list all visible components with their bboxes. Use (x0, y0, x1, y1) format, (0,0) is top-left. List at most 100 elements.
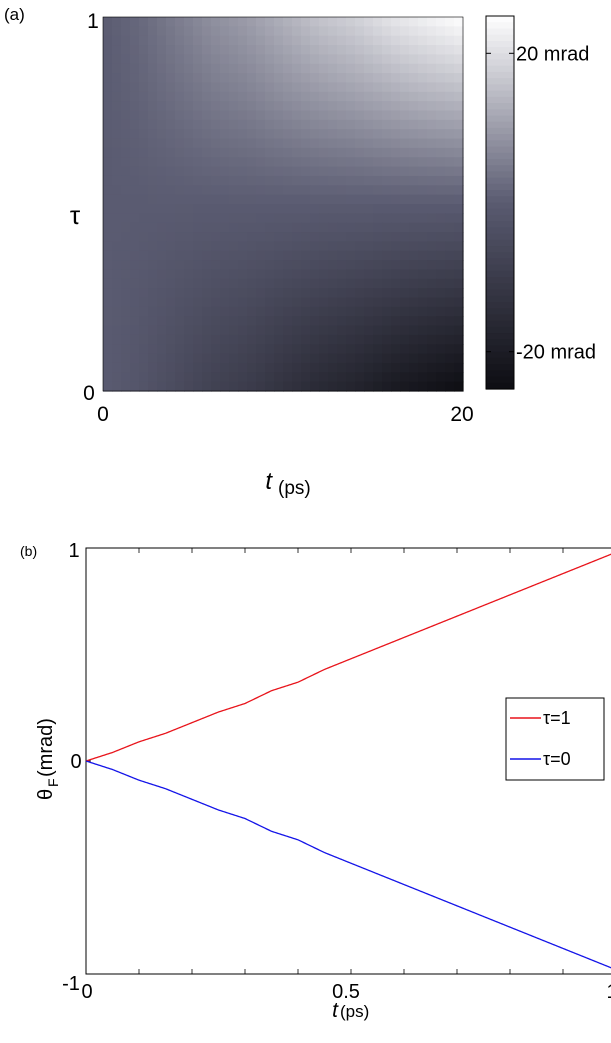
heatmap-cell (175, 306, 185, 317)
heatmap-cell (229, 17, 239, 27)
heatmap-cell (445, 232, 455, 242)
x-axis-label-unit: (ps) (340, 1002, 369, 1021)
heatmap-cell (184, 269, 194, 280)
heatmap-cell (265, 157, 275, 168)
heatmap-cell (445, 278, 455, 289)
heatmap-cell (364, 204, 374, 214)
x-tick-label: 1 (606, 981, 611, 1003)
heatmap-cell (445, 119, 455, 130)
heatmap-cell (130, 119, 140, 130)
heatmap-cell (148, 353, 158, 364)
heatmap-cell (148, 147, 158, 158)
heatmap-cell (139, 129, 149, 140)
heatmap-cell (382, 45, 392, 55)
heatmap-cell (427, 73, 437, 84)
heatmap-cell (436, 213, 446, 224)
heatmap-cell (238, 260, 248, 271)
heatmap-cell (139, 278, 149, 289)
heatmap-cell (265, 372, 275, 383)
heatmap-cell (112, 101, 122, 112)
heatmap-cell (193, 101, 203, 112)
heatmap-cell (346, 288, 356, 299)
heatmap-cell (247, 381, 257, 392)
heatmap-cell (193, 129, 203, 140)
heatmap-cell (166, 325, 176, 336)
heatmap-cell (256, 232, 266, 242)
heatmap-cell (139, 166, 149, 177)
heatmap-cell (157, 288, 167, 299)
heatmap-cell (247, 362, 257, 373)
heatmap-cell (220, 204, 230, 214)
panel-a-label: (a) (4, 5, 25, 24)
heatmap-cell (175, 110, 185, 121)
heatmap-cell (229, 260, 239, 271)
heatmap-cell (130, 73, 140, 84)
heatmap-cell (139, 372, 149, 383)
heatmap-cell (445, 269, 455, 280)
heatmap-cell (130, 232, 140, 242)
heatmap-cell (274, 250, 284, 261)
heatmap-cell (292, 147, 302, 158)
heatmap-cell (373, 353, 383, 364)
heatmap-cell (274, 138, 284, 149)
colorbar-step (486, 196, 514, 204)
heatmap-cell (121, 26, 131, 37)
heatmap-cell (265, 250, 275, 261)
heatmap-cell (274, 222, 284, 233)
heatmap-cell (265, 166, 275, 177)
heatmap-cell (346, 175, 356, 186)
heatmap-cell (454, 204, 464, 214)
heatmap-cell (355, 222, 365, 233)
heatmap-cell (427, 101, 437, 112)
heatmap-cell (130, 260, 140, 271)
heatmap-cell (391, 147, 401, 158)
heatmap-cell (247, 372, 257, 383)
heatmap-cell (265, 119, 275, 130)
colorbar-step (486, 270, 514, 278)
heatmap-cell (310, 26, 320, 37)
heatmap-cell (103, 82, 113, 93)
heatmap-cell (283, 241, 293, 252)
heatmap-cell (310, 45, 320, 55)
heatmap-cell (103, 269, 113, 280)
heatmap-cell (373, 316, 383, 327)
heatmap-cell (229, 175, 239, 186)
heatmap-cell (427, 278, 437, 289)
heatmap-cell (409, 204, 419, 214)
heatmap-cell (247, 73, 257, 84)
heatmap-cell (346, 185, 356, 196)
heatmap-cell (148, 344, 158, 355)
heatmap-cell (274, 344, 284, 355)
heatmap-cell (382, 26, 392, 37)
heatmap-cell (391, 54, 401, 65)
colorbar-step (486, 103, 514, 110)
heatmap-cell (328, 82, 338, 93)
heatmap-cell (148, 175, 158, 186)
heatmap-cell (346, 372, 356, 383)
heatmap-cell (346, 45, 356, 55)
heatmap-cell (436, 194, 446, 205)
heatmap-cell (202, 260, 212, 271)
heatmap-cell (202, 334, 212, 345)
y-tick-label: 0 (83, 382, 95, 405)
heatmap-cell (112, 381, 122, 392)
heatmap-cell (274, 157, 284, 168)
heatmap-cell (130, 129, 140, 140)
heatmap-cell (121, 101, 131, 112)
x-axis-label-unit: (ps) (278, 478, 311, 499)
heatmap-cell (391, 157, 401, 168)
heatmap-cell (400, 372, 410, 383)
heatmap-cell (445, 260, 455, 271)
heatmap-cell (130, 26, 140, 37)
heatmap-cell (139, 82, 149, 93)
heatmap-cell (202, 344, 212, 355)
heatmap-cell (382, 194, 392, 205)
heatmap-cell (211, 213, 221, 224)
heatmap-cell (229, 334, 239, 345)
heatmap-cell (184, 278, 194, 289)
heatmap-cell (310, 232, 320, 242)
heatmap-cell (220, 222, 230, 233)
heatmap-cell (193, 54, 203, 65)
heatmap-cell (112, 26, 122, 37)
heatmap-cell (202, 204, 212, 214)
